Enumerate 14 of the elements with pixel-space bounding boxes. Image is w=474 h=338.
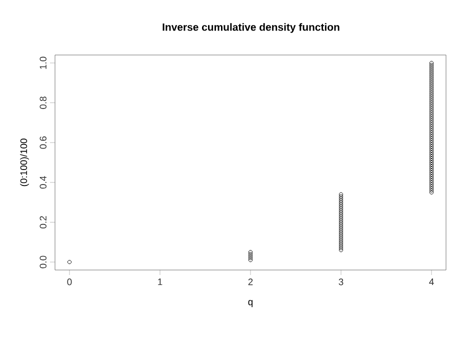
- y-tick-label: 0.4: [40, 176, 46, 189]
- x-axis-title: q: [248, 300, 253, 308]
- y-tick-label: 0.8: [40, 96, 46, 109]
- x-tick-label: 2: [248, 278, 253, 286]
- y-axis-title: (0:100)/100: [20, 138, 29, 186]
- y-tick-label: 0.6: [40, 136, 46, 149]
- x-tick-label: 3: [338, 278, 344, 286]
- x-tick-label: 0: [67, 278, 72, 286]
- y-tick-label: 1.0: [40, 56, 46, 69]
- x-tick-label: 1: [158, 278, 162, 286]
- y-tick-label: 0.0: [40, 256, 46, 268]
- chart-title: Inverse cumulative density function: [162, 23, 340, 33]
- x-tick-label: 4: [429, 278, 434, 286]
- y-tick-label: 0.2: [40, 216, 46, 228]
